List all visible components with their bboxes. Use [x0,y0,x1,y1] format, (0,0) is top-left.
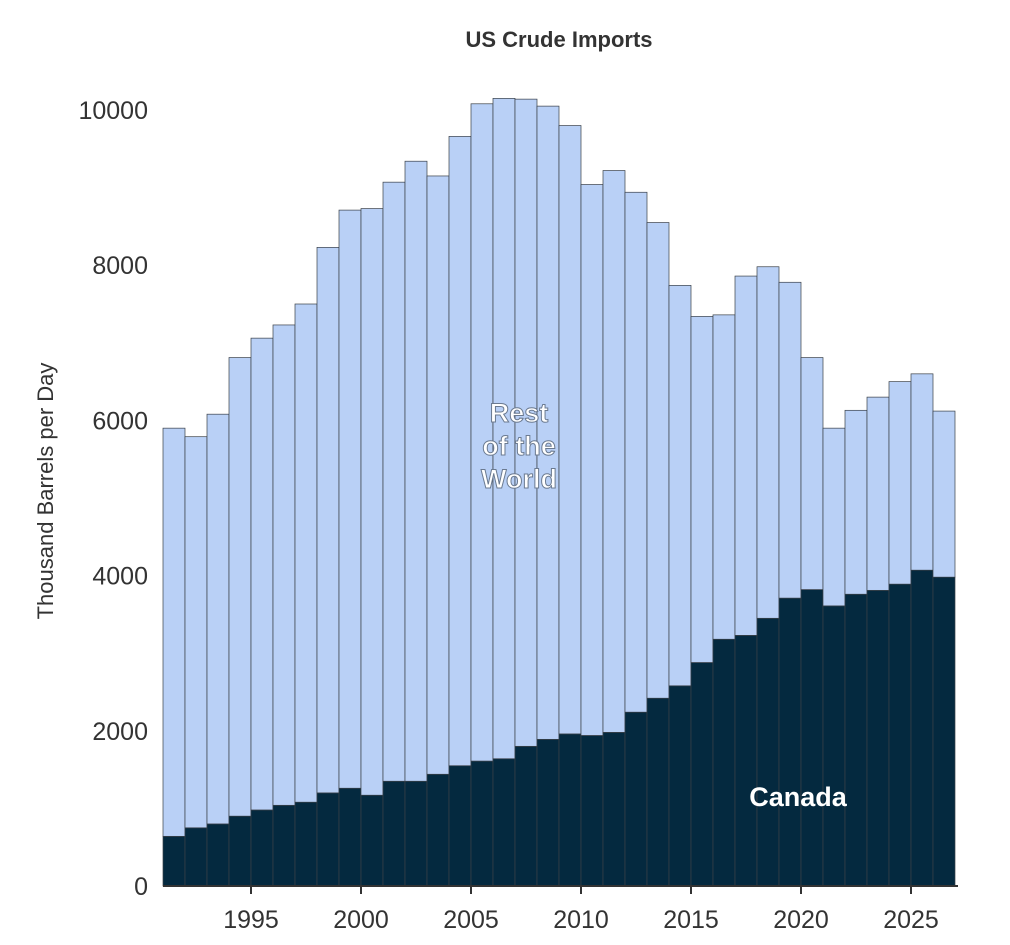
y-tick-label: 10000 [78,97,148,125]
bar-rest-2003 [426,175,450,775]
bar-canada-1997 [294,801,318,887]
bar-canada-1998 [316,792,340,887]
bar-rest-2012 [624,191,648,713]
x-tick-label: 2000 [333,906,389,934]
bar-canada-2024 [888,583,912,887]
y-tick-label: 2000 [92,718,148,746]
bar-rest-2001 [382,181,406,782]
bar-canada-2018 [756,617,780,887]
bar-canada-1994 [228,815,252,887]
y-tick-label: 0 [134,873,148,901]
bar-canada-2005 [470,760,494,887]
bar-rest-2004 [448,136,472,767]
bar-canada-2023 [866,589,890,887]
bar-canada-2006 [492,758,516,887]
bar-canada-2015 [690,662,714,887]
x-tick-label: 2025 [883,906,939,934]
bar-canada-2001 [382,780,406,887]
x-tick-label: 1995 [223,906,279,934]
bar-rest-2026 [932,410,956,578]
bar-canada-1999 [338,787,362,887]
bar-canada-2011 [602,732,626,887]
x-tick-label: 2005 [443,906,499,934]
bar-rest-2000 [360,208,384,796]
rest-of-world-label: Rest of the World [481,398,558,495]
bar-rest-2025 [910,373,934,571]
bar-canada-1992 [184,827,208,887]
bar-canada-2007 [514,745,538,887]
bar-canada-2016 [712,638,736,887]
bar-rest-1994 [228,357,252,817]
bar-rest-2020 [800,357,824,590]
bar-canada-2017 [734,635,758,887]
y-tick-label: 6000 [92,407,148,435]
bar-canada-2014 [668,685,692,887]
bar-canada-2026 [932,576,956,887]
x-tick-label: 2020 [773,906,829,934]
bar-rest-2021 [822,427,846,607]
bar-rest-2013 [646,222,670,699]
bar-rest-2002 [404,160,428,782]
bar-canada-2004 [448,765,472,887]
y-axis-label: Thousand Barrels per Day [33,363,58,620]
bar-rest-2015 [690,316,714,663]
bar-canada-2021 [822,605,846,887]
bars-group [162,98,956,887]
rest-label-line-2: of the [482,431,556,461]
bar-canada-2009 [558,733,582,887]
rest-label-line-1: Rest [490,398,549,428]
bar-canada-1991 [162,835,186,887]
bar-rest-2010 [580,184,604,736]
bar-canada-2019 [778,597,802,887]
bar-rest-1996 [272,324,296,806]
bar-rest-1993 [206,413,230,825]
y-ticks: 0 2000 4000 6000 8000 10000 [78,97,148,901]
bar-rest-1991 [162,427,186,837]
bar-rest-2017 [734,275,758,636]
bar-rest-2006 [492,98,516,760]
bar-rest-2023 [866,396,890,591]
bar-canada-2022 [844,593,868,887]
bar-canada-1995 [250,809,274,887]
y-tick-label: 4000 [92,563,148,591]
bar-canada-1996 [272,804,296,887]
bar-rest-1992 [184,436,208,829]
bar-rest-2024 [888,381,912,585]
bar-canada-2008 [536,738,560,887]
x-ticks: 1995 2000 2005 2010 2015 2020 2025 [223,886,939,934]
x-tick-label: 2015 [663,906,719,934]
bar-rest-2022 [844,409,868,595]
y-tick-label: 8000 [92,252,148,280]
bar-rest-2018 [756,266,780,619]
bar-rest-2011 [602,170,626,733]
bar-rest-1997 [294,303,318,803]
bar-canada-2012 [624,711,648,887]
bar-rest-1999 [338,209,362,789]
bar-rest-2009 [558,125,582,735]
canada-label: Canada [749,782,848,812]
bar-rest-2019 [778,281,802,599]
bar-rest-2014 [668,285,692,687]
bar-canada-2003 [426,773,450,887]
bar-rest-1995 [250,337,274,811]
bar-rest-1998 [316,247,340,794]
bar-canada-2010 [580,735,604,887]
bar-rest-2016 [712,314,736,640]
bar-canada-2000 [360,794,384,887]
bar-canada-2013 [646,697,670,887]
chart-title: US Crude Imports [465,27,652,52]
bar-canada-2025 [910,569,934,887]
rest-label-line-3: World [481,464,557,494]
bar-canada-2002 [404,780,428,887]
bar-canada-2020 [800,589,824,887]
x-tick-label: 2010 [553,906,609,934]
bar-canada-1993 [206,823,230,887]
